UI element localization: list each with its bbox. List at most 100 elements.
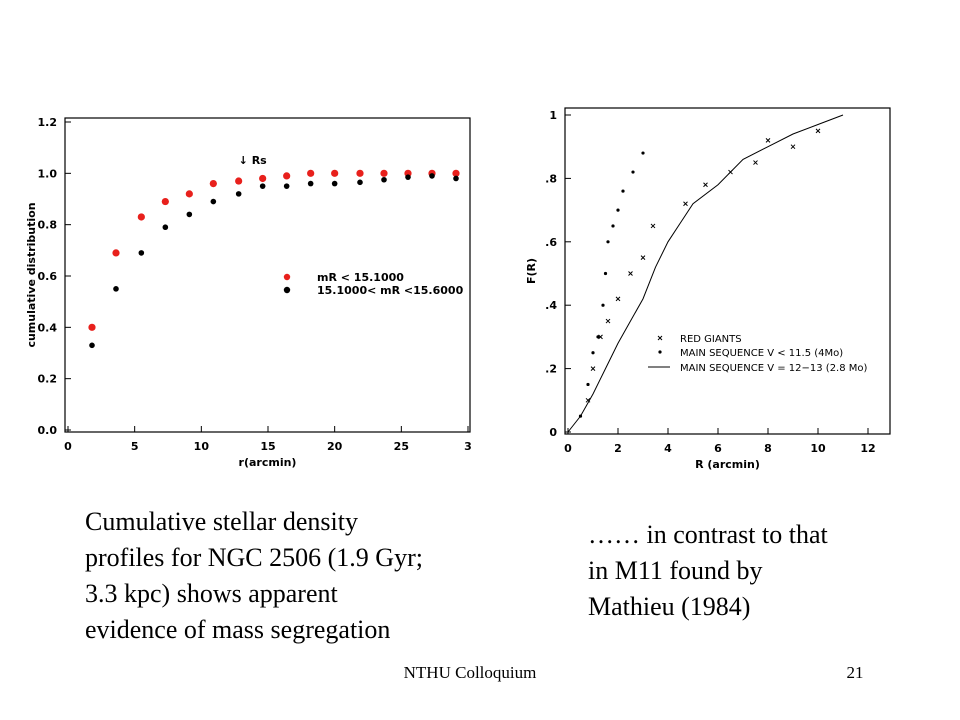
cross-point xyxy=(590,366,596,371)
point xyxy=(621,189,625,193)
y-tick-label: .6 xyxy=(545,236,557,249)
cross-point xyxy=(703,182,708,188)
legend-label: RED GIANTS xyxy=(680,334,742,345)
y-axis-label: F(R) xyxy=(525,258,538,284)
cross-point xyxy=(615,296,621,302)
point xyxy=(631,170,635,174)
x-tick-label: 12 xyxy=(860,442,875,455)
caption-left-line: 3.3 kpc) shows apparent xyxy=(85,579,338,608)
x-tick-label: 15 xyxy=(260,440,275,453)
point xyxy=(307,169,315,177)
point xyxy=(611,224,615,228)
point xyxy=(596,335,600,339)
footer-left: NTHU Colloquium xyxy=(404,663,537,682)
point xyxy=(113,286,119,292)
cross-point xyxy=(605,318,611,324)
caption-left-line: evidence of mass segregation xyxy=(85,615,390,644)
y-tick-label: 0.4 xyxy=(38,321,58,334)
point xyxy=(161,197,169,206)
cross-point xyxy=(598,334,603,340)
y-axis-label: cumulative distribution xyxy=(25,202,38,347)
legend-label: MAIN SEQUENCE V = 12−13 (2.8 Mo) xyxy=(680,363,868,374)
plot-frame xyxy=(564,107,891,435)
caption-right-line: in M11 found by xyxy=(588,556,763,585)
y-tick-label: 0.2 xyxy=(38,373,58,386)
cross-point xyxy=(753,160,758,165)
cross-point xyxy=(790,144,796,150)
point xyxy=(186,211,193,218)
point xyxy=(259,174,267,183)
x-tick-label: 3 xyxy=(464,440,472,453)
y-tick-label: 0.0 xyxy=(38,424,58,437)
x-tick-label: 6 xyxy=(714,442,722,455)
x-tick-label: 10 xyxy=(194,440,210,453)
point xyxy=(138,250,145,256)
point xyxy=(112,249,120,257)
y-tick-label: 1 xyxy=(549,109,557,122)
point xyxy=(641,151,645,155)
point xyxy=(331,169,339,177)
y-tick-label: 1.0 xyxy=(38,167,58,180)
point xyxy=(235,191,242,197)
point xyxy=(89,342,95,349)
point xyxy=(601,303,605,307)
y-tick-label: 0.6 xyxy=(38,270,58,283)
x-tick-label: 20 xyxy=(327,440,343,453)
point xyxy=(405,174,411,180)
legend-swatch xyxy=(657,335,663,341)
legend-label: MAIN SEQUENCE V < 11.5 (4Mo) xyxy=(680,348,843,359)
point xyxy=(586,382,590,387)
x-tick-label: 8 xyxy=(764,442,772,455)
point xyxy=(357,179,363,186)
annotation: ↓ Rs xyxy=(239,154,268,167)
page-number: 21 xyxy=(847,663,864,682)
point xyxy=(283,183,290,189)
x-tick-label: 0 xyxy=(64,440,72,453)
cross-point xyxy=(815,128,821,134)
cross-point xyxy=(765,138,771,143)
point xyxy=(356,169,364,177)
point xyxy=(616,208,620,212)
legend-swatch xyxy=(658,350,662,354)
point xyxy=(591,351,595,355)
x-tick-label: 10 xyxy=(810,442,826,455)
cross-point xyxy=(640,255,646,261)
point xyxy=(307,180,314,187)
legend-swatch xyxy=(283,286,291,294)
caption-left-line: profiles for NGC 2506 (1.9 Gyr; xyxy=(85,543,423,572)
cross-point xyxy=(683,201,688,207)
point xyxy=(88,323,96,331)
x-tick-label: 2 xyxy=(614,442,622,455)
point xyxy=(162,224,169,231)
cross-point xyxy=(628,271,633,276)
point xyxy=(380,169,388,177)
caption-right-line: Mathieu (1984) xyxy=(588,592,750,621)
legend-label: 15.1000< mR <15.6000 xyxy=(317,284,464,297)
caption-right-line: …… in contrast to that xyxy=(588,520,829,549)
y-tick-label: 0 xyxy=(549,426,557,439)
point xyxy=(331,180,338,187)
legend-label: mR < 15.1000 xyxy=(317,271,404,284)
point xyxy=(185,190,193,198)
cross-point xyxy=(585,397,591,403)
caption-left-line: Cumulative stellar density xyxy=(85,507,358,536)
point xyxy=(429,173,435,179)
x-tick-label: 25 xyxy=(394,440,409,453)
x-axis-label: r(arcmin) xyxy=(239,456,297,469)
x-axis-label: R (arcmin) xyxy=(695,458,760,471)
point xyxy=(259,183,266,189)
data-line xyxy=(567,114,844,433)
x-tick-label: 0 xyxy=(564,442,572,455)
x-tick-label: 5 xyxy=(131,440,139,453)
point xyxy=(210,198,217,205)
y-tick-label: 0.8 xyxy=(38,219,58,232)
point xyxy=(235,177,243,185)
point xyxy=(606,240,610,244)
cross-point xyxy=(650,223,656,229)
point xyxy=(381,176,387,183)
point xyxy=(452,169,460,177)
point xyxy=(453,175,459,182)
y-tick-label: 1.2 xyxy=(38,116,58,129)
